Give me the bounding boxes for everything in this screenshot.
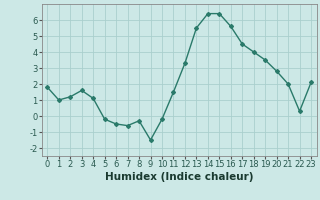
X-axis label: Humidex (Indice chaleur): Humidex (Indice chaleur): [105, 172, 253, 182]
